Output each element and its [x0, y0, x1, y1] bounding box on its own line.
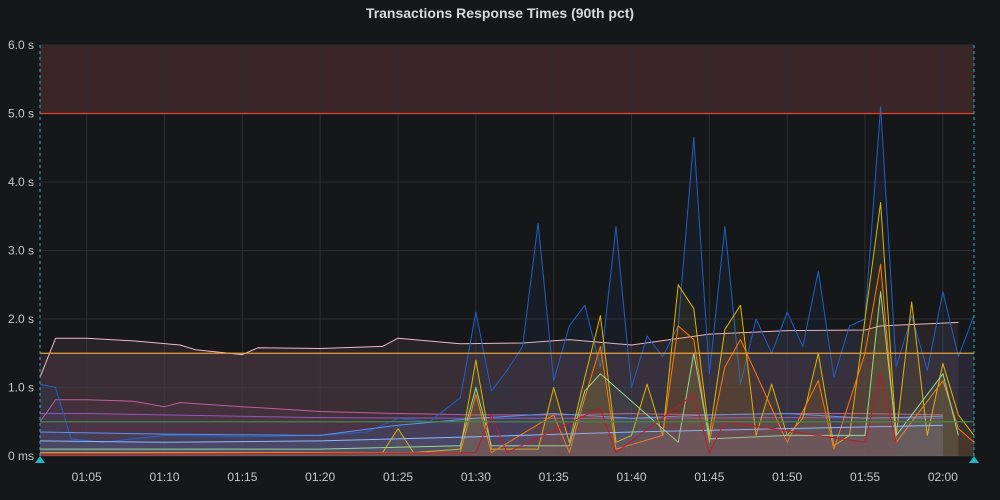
x-tick-label: 01:30 — [461, 470, 491, 484]
time-region — [35, 45, 979, 463]
series-area — [40, 425, 943, 456]
y-tick-label: 3.0 s — [8, 244, 34, 258]
series-line — [39, 413, 943, 436]
y-tick-label: 2.0 s — [8, 312, 34, 326]
normal-zone — [40, 113, 974, 354]
y-tick-label: 5.0 s — [8, 107, 34, 121]
series-line — [39, 424, 943, 443]
y-tick-label: 6.0 s — [8, 38, 34, 52]
series-lines — [39, 106, 975, 456]
panel-title[interactable]: Transactions Response Times (90th pct) — [365, 5, 635, 21]
x-tick-label: 01:20 — [305, 470, 335, 484]
x-tick-label: 01:10 — [150, 470, 180, 484]
x-tick-label: 01:15 — [227, 470, 257, 484]
x-tick-label: 01:05 — [72, 470, 102, 484]
time-region-marker — [969, 456, 979, 463]
y-tick-label: 4.0 s — [8, 175, 34, 189]
x-tick-label: 01:35 — [539, 470, 569, 484]
series-area — [40, 413, 943, 456]
x-tick-label: 01:40 — [617, 470, 647, 484]
x-tick-label: 01:25 — [383, 470, 413, 484]
series-line — [39, 321, 959, 378]
critical-zone — [40, 45, 974, 114]
series-area — [40, 413, 943, 456]
threshold-lines — [40, 112, 974, 423]
y-tick-label: 0 ms — [8, 449, 34, 463]
x-tick-label: 01:50 — [772, 470, 802, 484]
series-area — [40, 373, 897, 456]
x-tick-label: 02:00 — [928, 470, 958, 484]
x-tick-label: 01:45 — [694, 470, 724, 484]
threshold-zones — [40, 45, 974, 456]
series-area — [40, 291, 959, 456]
y-tick-label: 1.0 s — [8, 381, 34, 395]
series-line — [39, 106, 975, 443]
time-region-marker — [35, 456, 45, 463]
y-axis-ticks: 0 ms 1.0 s 2.0 s 3.0 s 4.0 s 5.0 s 6.0 s — [8, 38, 34, 463]
series-area — [40, 264, 974, 456]
x-axis-ticks: 01:05 01:10 01:15 01:20 01:25 01:30 01:35 01:40… — [72, 470, 959, 484]
x-tick-label: 01:55 — [850, 470, 880, 484]
series-area — [40, 399, 943, 456]
series-line — [40, 291, 959, 450]
series-area — [40, 106, 974, 456]
series-area — [40, 202, 974, 456]
